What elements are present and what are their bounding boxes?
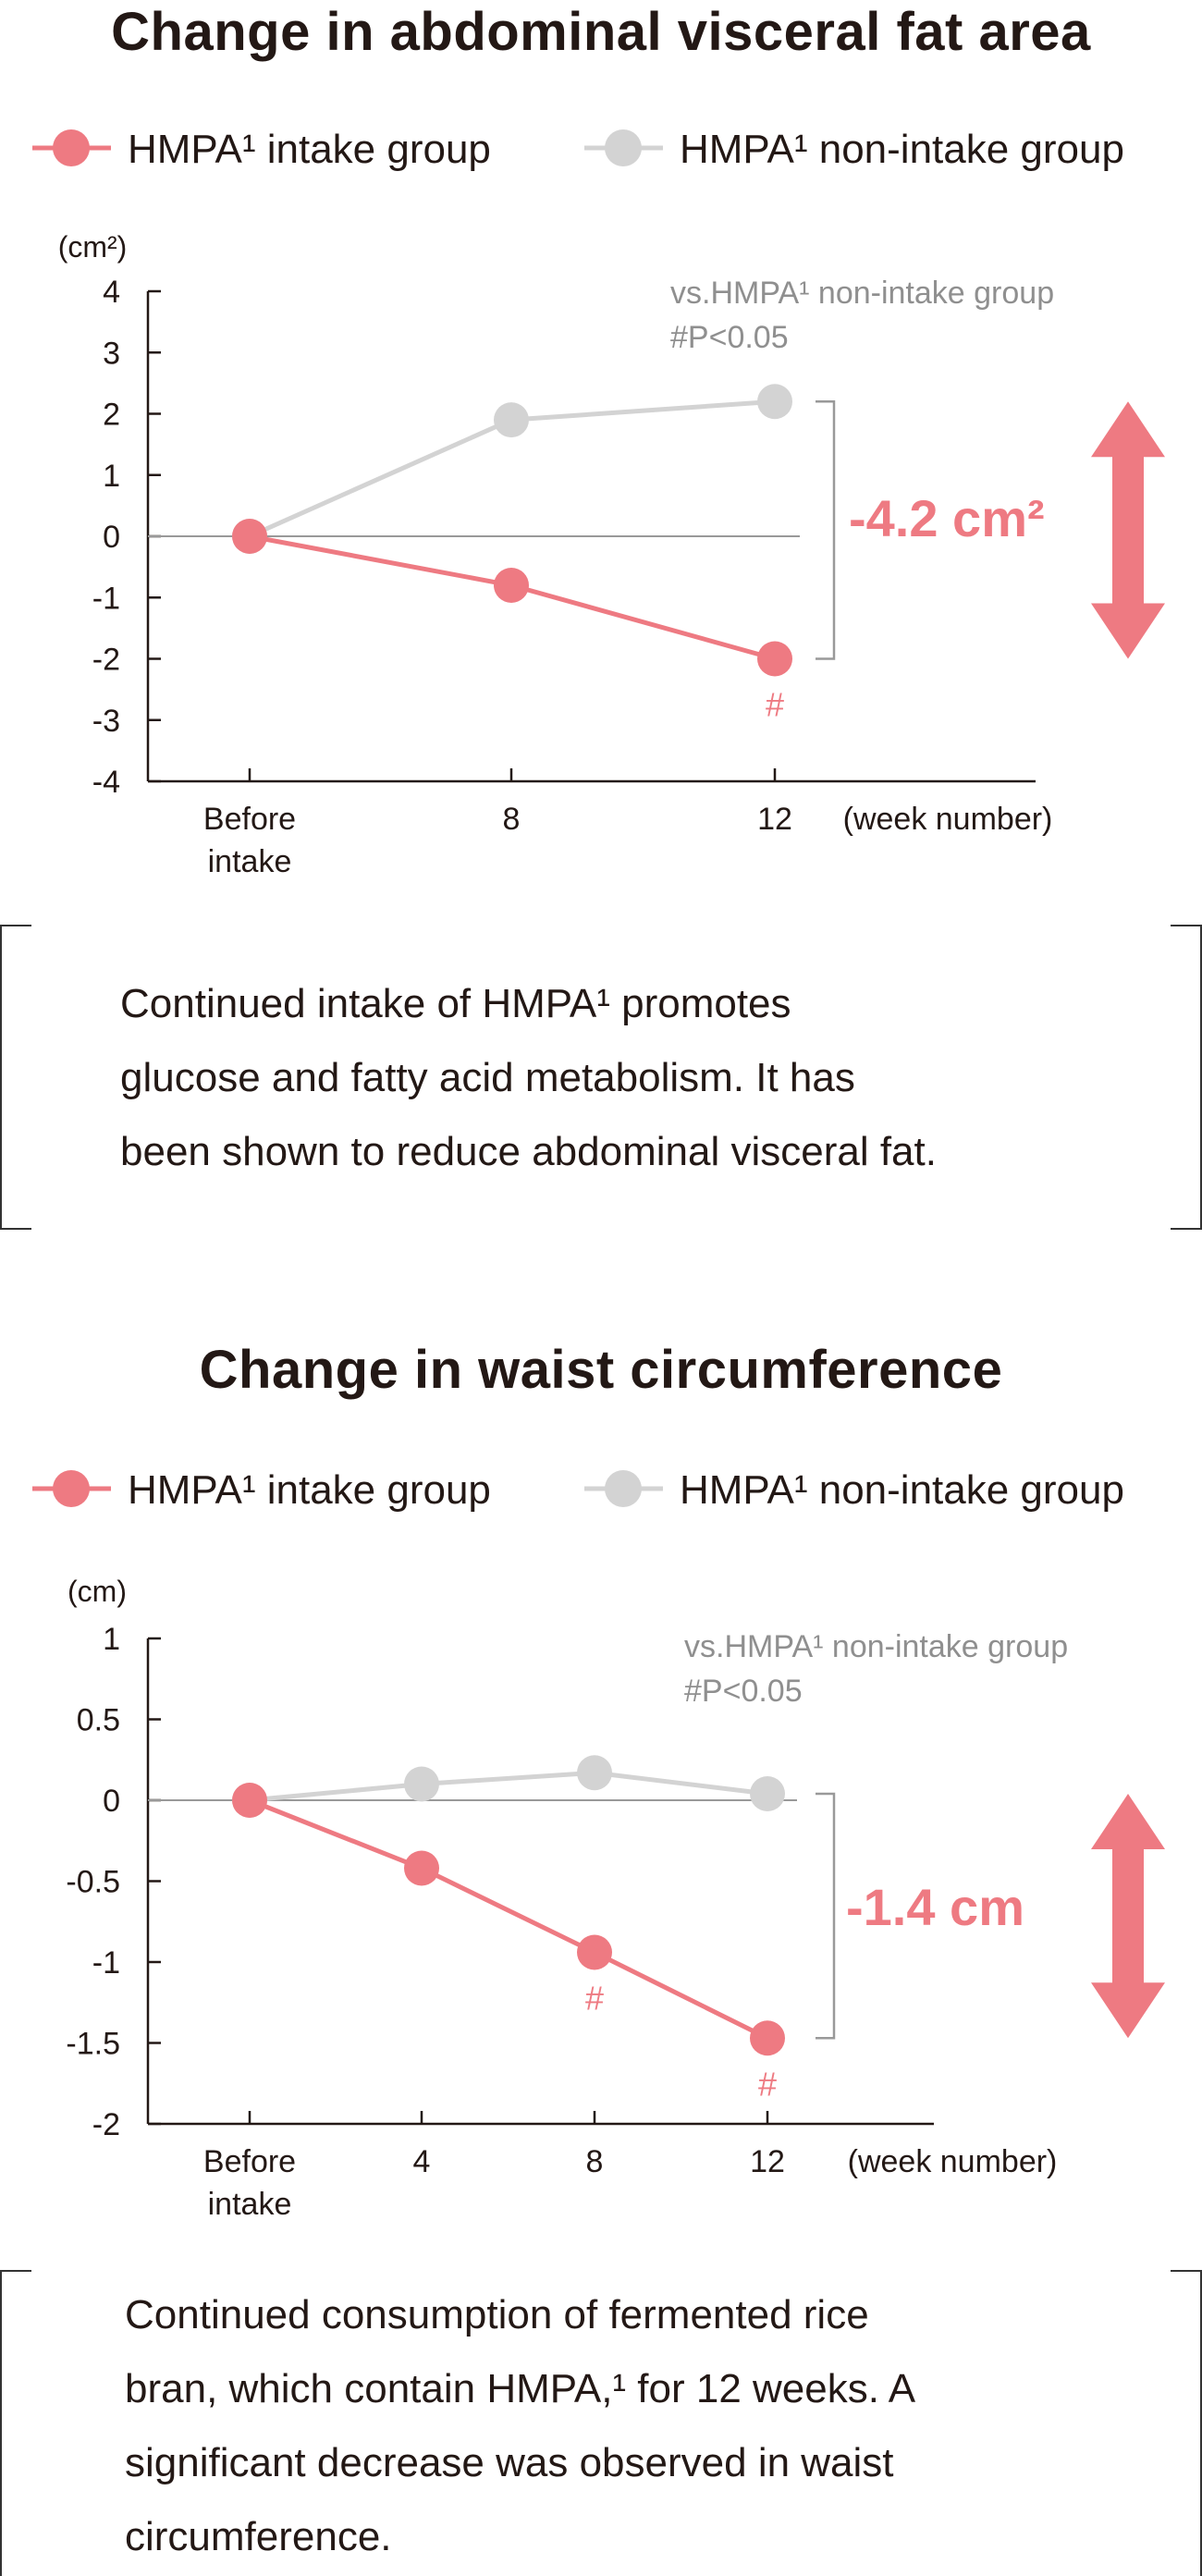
- chart-title-visceral-fat: Change in abdominal visceral fat area: [111, 2, 1091, 62]
- data-point-intake: [404, 1850, 439, 1886]
- difference-label: -4.2 cm²: [849, 489, 1045, 547]
- significance-note: vs.HMPA¹ non-intake group: [670, 276, 1054, 311]
- double-arrow-icon: [1091, 401, 1165, 659]
- x-tick-label: 12: [757, 802, 792, 837]
- description-visceral-fat: Continued intake of HMPA¹ promotes gluco…: [120, 967, 1119, 1189]
- y-tick-label: 0: [103, 1784, 120, 1819]
- x-tick-label: Before: [203, 802, 296, 837]
- y-tick-label: 1: [103, 1622, 120, 1657]
- y-tick-label: 4: [103, 275, 120, 310]
- legend-label-non-intake: HMPA¹ non-intake group: [680, 127, 1124, 172]
- y-tick-label: 2: [103, 398, 120, 433]
- series-line-intake: [249, 1797, 769, 2041]
- legend-label-non-intake: HMPA¹ non-intake group: [680, 1467, 1124, 1513]
- data-point-non-intake: [494, 402, 529, 438]
- description-line: significant decrease was observed in wai…: [125, 2440, 894, 2485]
- difference-label: -1.4 cm: [846, 1878, 1024, 1936]
- data-point-intake: [232, 519, 267, 554]
- y-tick-label: -2: [92, 2107, 120, 2142]
- y-tick-label: -3: [92, 704, 120, 739]
- description-bracket-left: [0, 925, 31, 1230]
- y-tick-label: 0: [103, 520, 120, 555]
- y-tick-label: -1.5: [66, 2027, 120, 2062]
- y-tick-label: -1: [92, 581, 120, 616]
- description-line: circumference.: [125, 2514, 392, 2559]
- series-line-non-intake: [249, 1770, 768, 1803]
- y-tick-label: 1: [103, 459, 120, 494]
- y-unit-label: (cm²): [58, 230, 128, 264]
- data-point-non-intake: [757, 384, 792, 420]
- description-waist: Continued consumption of fermented rice …: [125, 2278, 1123, 2574]
- description-line: Continued consumption of fermented rice: [125, 2292, 869, 2337]
- description-line: bran, which contain HMPA,¹ for 12 weeks.…: [125, 2366, 916, 2411]
- x-tick-label: 8: [586, 2144, 604, 2179]
- y-tick-label: -2: [92, 643, 120, 678]
- y-tick-label: -0.5: [66, 1865, 120, 1900]
- data-point-intake: [750, 2020, 785, 2056]
- difference-bracket: [816, 1792, 836, 2040]
- legend-label-intake: HMPA¹ intake group: [128, 1467, 491, 1513]
- waist-chart: HMPA¹ intake group HMPA¹ non-intake group…: [32, 1467, 1165, 2222]
- significance-marker: #: [766, 686, 784, 724]
- data-point-intake: [577, 1934, 612, 1970]
- x-tick-label: 12: [750, 2144, 785, 2179]
- y-tick-label: -1: [92, 1945, 120, 1981]
- y-tick-label: 3: [103, 336, 120, 371]
- description-line: been shown to reduce abdominal visceral …: [120, 1129, 937, 1174]
- description-bracket-left: [0, 2270, 31, 2576]
- double-arrow-icon: [1091, 1794, 1165, 2039]
- x-tick-label: Before: [203, 2144, 296, 2179]
- x-tick-label: 8: [503, 802, 521, 837]
- description-line: glucose and fatty acid metabolism. It ha…: [120, 1055, 855, 1100]
- data-point-intake: [757, 641, 792, 677]
- y-tick-label: 0.5: [77, 1703, 120, 1738]
- visceral-fat-chart: HMPA¹ intake group HMPA¹ non-intake group…: [32, 127, 1165, 879]
- description-bracket-right: [1171, 2270, 1202, 2576]
- data-point-intake: [494, 568, 529, 603]
- y-unit-label: (cm): [67, 1575, 127, 1608]
- legend-label-intake: HMPA¹ intake group: [128, 127, 491, 172]
- significance-threshold: #P<0.05: [670, 320, 789, 355]
- significance-marker: #: [758, 2065, 777, 2103]
- x-tick-label: intake: [208, 844, 292, 879]
- x-tick-label: 4: [413, 2144, 431, 2179]
- description-line: Continued intake of HMPA¹ promotes: [120, 981, 791, 1026]
- legend-marker-non-intake: [605, 1470, 642, 1507]
- x-tick-label: intake: [208, 2187, 292, 2222]
- significance-note: vs.HMPA¹ non-intake group: [684, 1629, 1068, 1664]
- legend-marker-intake: [53, 1470, 90, 1507]
- data-point-intake: [232, 1783, 267, 1818]
- legend-marker-non-intake: [605, 129, 642, 166]
- y-tick-label: -4: [92, 765, 120, 800]
- difference-bracket: [816, 400, 836, 660]
- description-bracket-right: [1171, 925, 1202, 1230]
- x-unit-label: (week number): [843, 802, 1053, 837]
- data-point-non-intake: [577, 1755, 612, 1791]
- significance-marker: #: [585, 1980, 604, 2018]
- chart-title-waist: Change in waist circumference: [199, 1340, 1003, 1400]
- x-unit-label: (week number): [848, 2144, 1058, 2179]
- data-point-non-intake: [404, 1766, 439, 1802]
- significance-threshold: #P<0.05: [684, 1674, 803, 1709]
- legend-marker-intake: [53, 129, 90, 166]
- data-point-non-intake: [750, 1776, 785, 1811]
